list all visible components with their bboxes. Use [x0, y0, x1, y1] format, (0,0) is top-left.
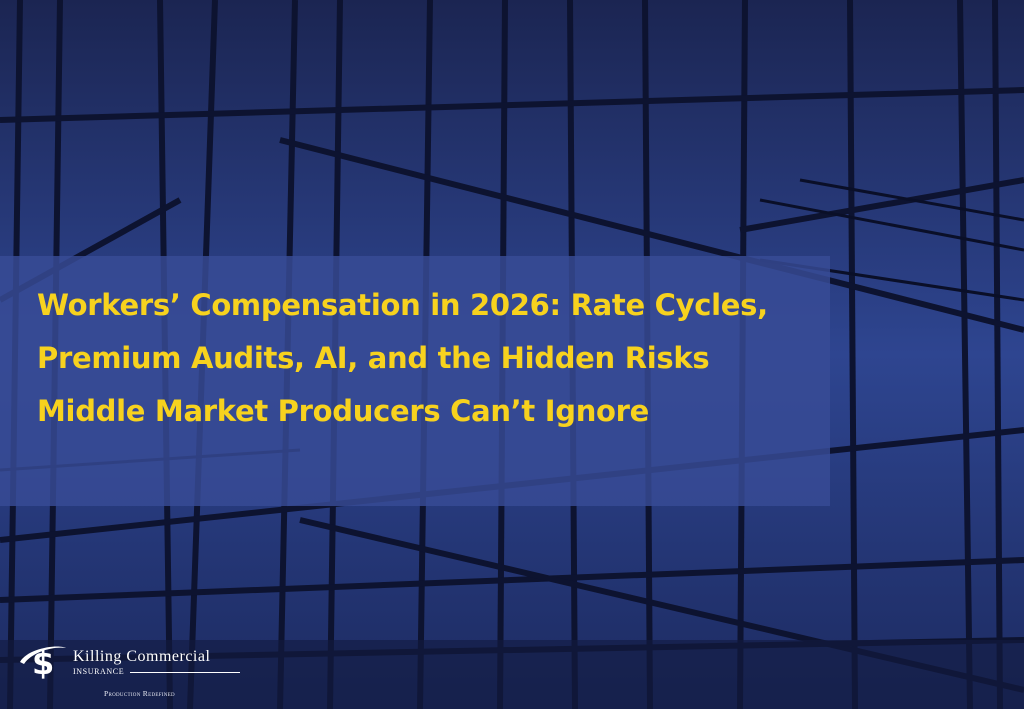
logo-sub: INSURANCE [73, 667, 125, 676]
dollar-swoosh-icon: $ [20, 644, 66, 680]
svg-text:$: $ [32, 644, 54, 680]
headline-banner [0, 256, 830, 506]
logo-tagline: Production Redefined [104, 689, 175, 698]
company-logo: $ Killing Commercial INSURANCE Productio… [18, 638, 248, 703]
logo-brand: Killing Commercial [73, 648, 211, 665]
logo-rule [130, 672, 240, 673]
headline: Workers’ Compensation in 2026: Rate Cycl… [37, 288, 768, 428]
